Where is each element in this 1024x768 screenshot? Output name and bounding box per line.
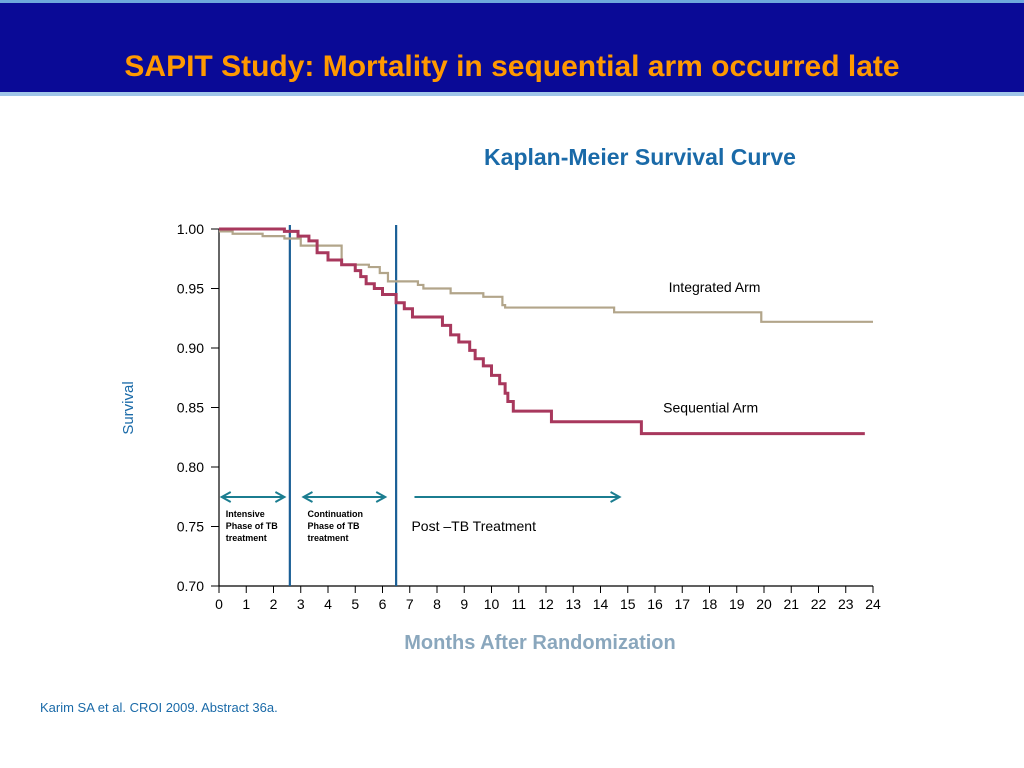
x-tick-label: 0 xyxy=(215,596,223,612)
sequential-arm-curve xyxy=(219,227,865,436)
x-tick-label: 21 xyxy=(783,596,799,612)
y-tick-label: 0.70 xyxy=(177,578,204,594)
x-tick-label: 16 xyxy=(647,596,663,612)
phase-annotations: Intensive Phase of TB treatment Continuatio… xyxy=(219,491,622,543)
arrowhead-left xyxy=(219,491,232,503)
x-axis-label: Months After Randomization xyxy=(404,632,675,654)
phase-divider-lines xyxy=(288,225,398,586)
x-tick-label: 22 xyxy=(811,596,827,612)
chart-title: Kaplan-Meier Survival Curve xyxy=(484,144,796,170)
x-tick-label: 15 xyxy=(620,596,636,612)
sequential-arm-label: Sequential Arm xyxy=(663,399,758,415)
x-tick-label: 12 xyxy=(538,596,554,612)
series-labels: Integrated Arm Sequential Arm xyxy=(663,279,760,415)
x-tick-label: 3 xyxy=(297,596,305,612)
y-tick-label: 0.75 xyxy=(177,519,204,535)
citation: Karim SA et al. CROI 2009. Abstract 36a. xyxy=(40,700,278,715)
x-tick-label: 1 xyxy=(242,596,250,612)
x-tick-label: 19 xyxy=(729,596,745,612)
arrowhead-right xyxy=(375,491,388,503)
x-tick-label: 6 xyxy=(379,596,387,612)
x-tick-label: 4 xyxy=(324,596,332,612)
x-tick-label: 17 xyxy=(674,596,690,612)
x-tick-label: 11 xyxy=(511,596,526,612)
x-tick-label: 24 xyxy=(865,596,881,612)
arrowhead-right xyxy=(610,491,622,503)
y-tick-label: 0.90 xyxy=(177,340,204,356)
y-tick-label: 1.00 xyxy=(177,221,204,237)
slide-header xyxy=(0,0,1024,92)
x-tick-label: 8 xyxy=(433,596,441,612)
series-lines xyxy=(219,227,873,436)
arrowhead-right xyxy=(274,491,287,503)
x-tick-label: 18 xyxy=(702,596,718,612)
arrowhead-left xyxy=(301,491,313,503)
integrated-arm-label: Integrated Arm xyxy=(669,279,761,295)
x-tick-label: 14 xyxy=(593,596,609,612)
y-tick-label: 0.95 xyxy=(177,281,204,297)
phase-label: Post –TB Treatment xyxy=(411,518,536,534)
x-tick-label: 20 xyxy=(756,596,772,612)
x-tick-label: 10 xyxy=(484,596,500,612)
x-tick-label: 13 xyxy=(565,596,581,612)
x-tick-label: 23 xyxy=(838,596,854,612)
integrated-arm-curve xyxy=(219,230,873,323)
x-tick-label: 2 xyxy=(270,596,278,612)
x-tick-label: 9 xyxy=(460,596,468,612)
x-tick-label: 5 xyxy=(351,596,359,612)
y-axis-label: Survival xyxy=(120,381,137,434)
x-tick-label: 7 xyxy=(406,596,414,612)
slide-title: SAPIT Study: Mortality in sequential arm… xyxy=(124,50,900,83)
header-divider xyxy=(0,92,1024,96)
y-tick-label: 0.85 xyxy=(177,400,204,416)
phase-label: Continuation Phase of TB treatment xyxy=(307,509,363,543)
y-axis: 0.70 0.75 0.80 0.85 0.90 0.95 1.00 xyxy=(177,221,220,594)
phase-label: Intensive Phase of TB treatment xyxy=(226,509,279,543)
x-axis: 0 1 2 3 4 5 6 7 8 9 10 11 12 13 14 15 16 17 18 19 20 21 22 23 24 xyxy=(215,585,881,612)
y-tick-label: 0.80 xyxy=(177,459,204,475)
